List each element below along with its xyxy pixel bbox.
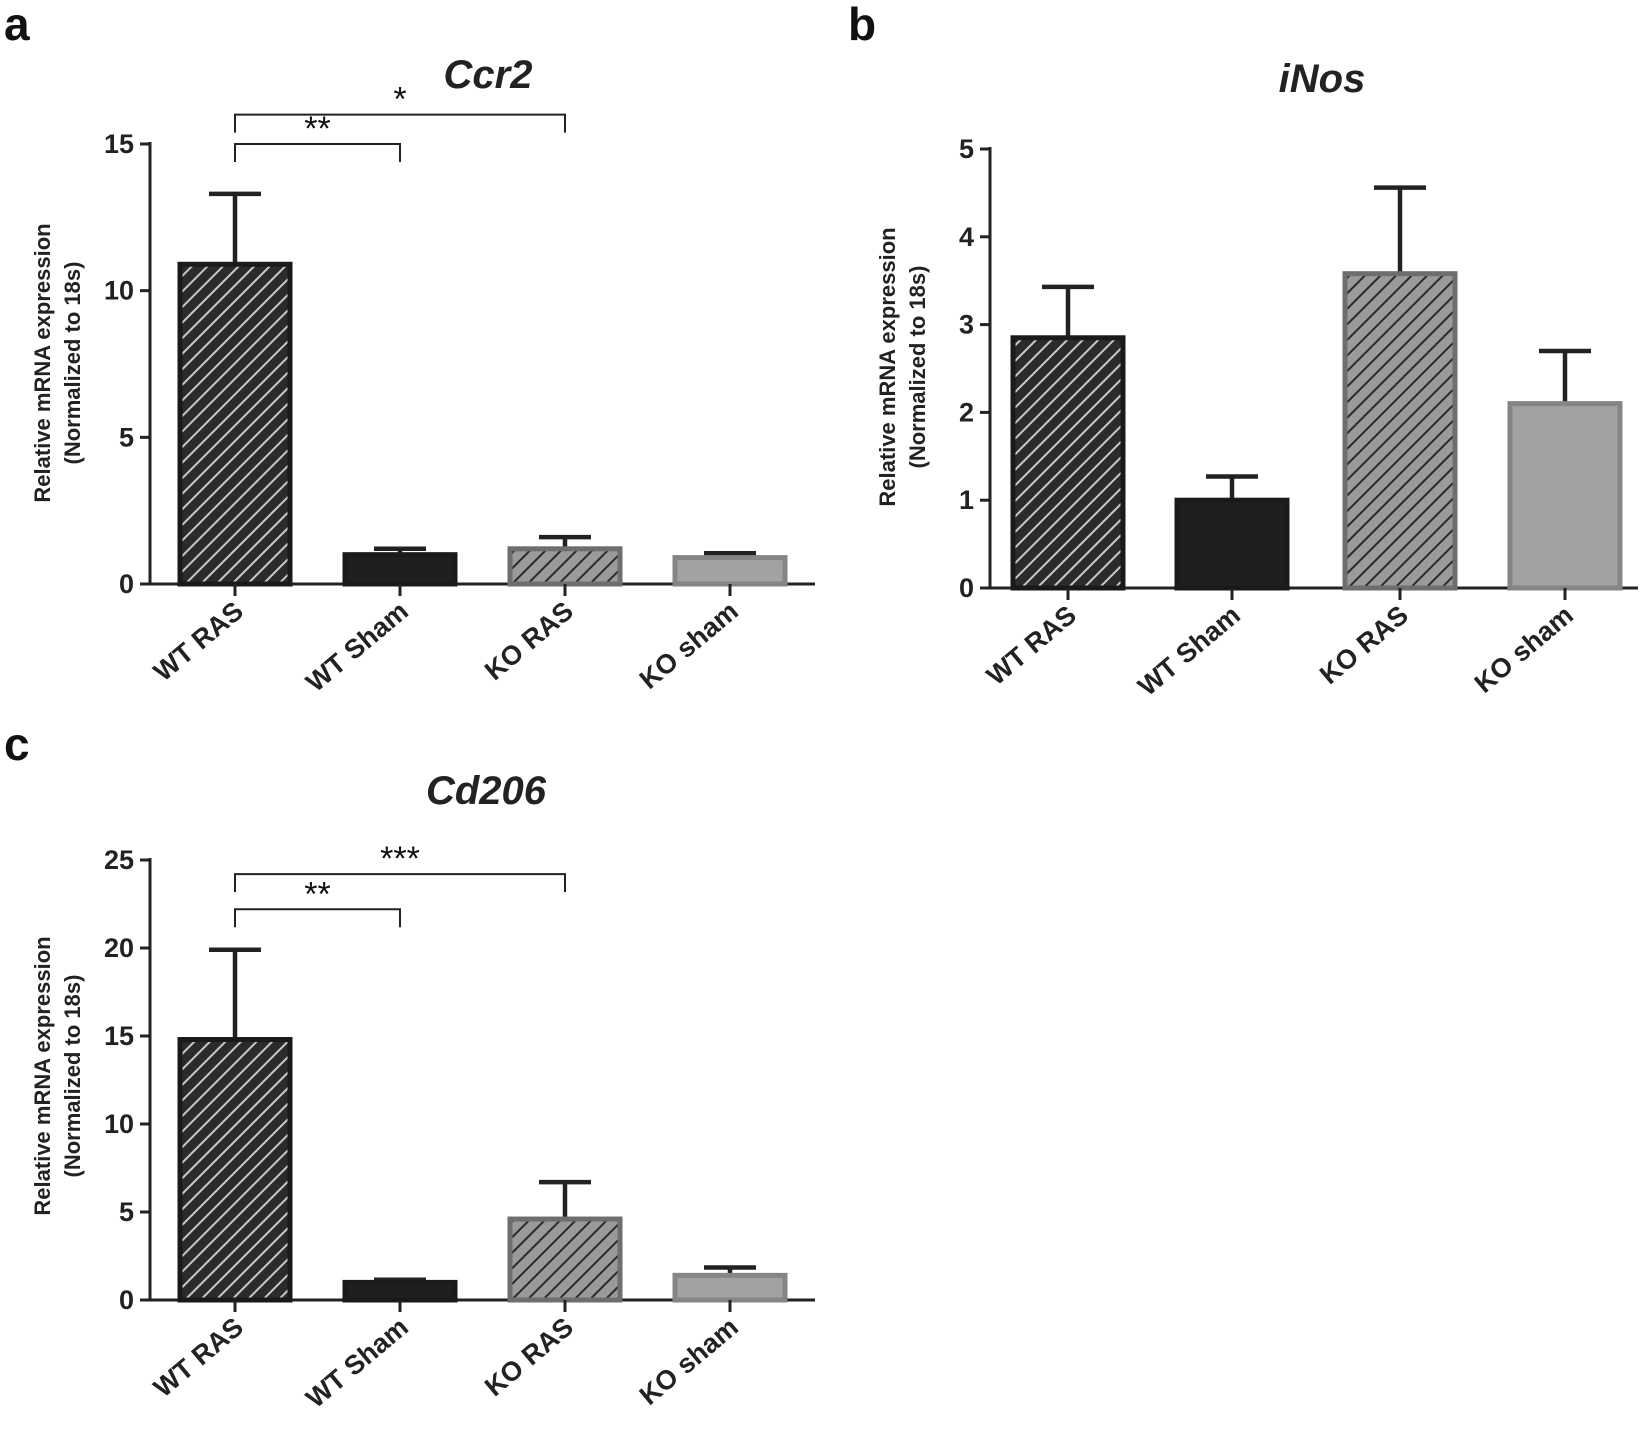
panel-letter-b: b — [848, 0, 876, 50]
y-tick-label: 0 — [119, 1285, 134, 1315]
bar-wt-ras — [177, 261, 293, 587]
bar-wt-sham — [342, 1279, 458, 1303]
significance-bracket — [234, 143, 401, 162]
y-tick-label: 5 — [119, 422, 134, 452]
significance-label: ** — [304, 875, 330, 913]
bar-ko-ras — [507, 1216, 623, 1303]
y-axis-label-line1: Relative mRNA expression — [875, 227, 900, 506]
significance-bracket — [234, 873, 566, 893]
category-label-ko-ras: KO RAS — [479, 596, 579, 686]
y-tick-label: 10 — [104, 276, 134, 306]
bar-ko-ras — [507, 546, 623, 587]
chart-title-ccr2: Ccr2 — [444, 53, 533, 97]
category-label-ko-sham: KO sham — [634, 1312, 744, 1411]
category-label-ko-sham: KO sham — [1469, 600, 1579, 699]
bar-ko-ras — [1342, 271, 1458, 591]
y-tick-label: 15 — [104, 129, 134, 159]
significance-bracket — [234, 908, 401, 928]
y-tick-label: 3 — [959, 310, 974, 340]
y-tick-label: 5 — [959, 134, 974, 164]
category-label-ko-sham: KO sham — [634, 596, 744, 695]
y-tick-label: 0 — [119, 569, 134, 599]
panel-letter-c: c — [4, 718, 30, 770]
panel-a: a Ccr2 Relative mRNA expression (Normali… — [4, 0, 815, 698]
category-label-ko-ras: KO RAS — [479, 1312, 579, 1402]
y-tick-label: 4 — [959, 222, 974, 252]
panel-c: c Cd206 Relative mRNA expression (Normal… — [4, 718, 815, 1414]
chart-inos: 0 1 2 3 4 5 WT RAS WT Sham KO RAS KO sham — [959, 134, 1638, 702]
bar-wt-sham — [1174, 497, 1290, 591]
significance-label: ** — [304, 110, 330, 148]
significance-label: * — [393, 81, 406, 119]
category-label-wt-sham: WT Sham — [1132, 600, 1246, 702]
y-tick-label: 2 — [959, 397, 974, 427]
chart-title-cd206: Cd206 — [426, 769, 547, 813]
y-tick-label: 5 — [119, 1197, 134, 1227]
y-tick-label: 25 — [104, 845, 134, 875]
category-label-ko-ras: KO RAS — [1314, 600, 1414, 690]
bar-ko-sham — [1507, 401, 1623, 591]
bar-wt-sham — [342, 552, 458, 587]
panel-b: b iNos Relative mRNA expression (Normali… — [848, 0, 1638, 702]
y-tick-label: 20 — [104, 933, 134, 963]
category-label-wt-ras: WT RAS — [981, 600, 1082, 691]
category-label-wt-sham: WT Sham — [300, 596, 414, 698]
y-axis-label-line1: Relative mRNA expression — [30, 223, 55, 502]
category-label-wt-ras: WT RAS — [148, 1312, 249, 1403]
bar-wt-ras — [1010, 335, 1126, 591]
significance-label: *** — [380, 840, 420, 878]
chart-title-inos: iNos — [1279, 57, 1366, 101]
y-tick-label: 1 — [959, 485, 974, 515]
y-tick-label: 15 — [104, 1021, 134, 1051]
y-axis-label-line2: (Normalized to 18s) — [60, 975, 85, 1178]
y-axis-label-line2: (Normalized to 18s) — [905, 266, 930, 469]
panel-letter-a: a — [4, 0, 30, 50]
y-axis-label-line1: Relative mRNA expression — [30, 936, 55, 1215]
significance-bracket — [234, 113, 566, 133]
y-tick-label: 10 — [104, 1109, 134, 1139]
category-label-wt-sham: WT Sham — [300, 1312, 414, 1414]
bar-ko-sham — [672, 555, 788, 587]
y-axis-label-line2: (Normalized to 18s) — [60, 262, 85, 465]
y-tick-label: 0 — [959, 573, 974, 603]
bar-wt-ras — [177, 1037, 293, 1303]
category-label-wt-ras: WT RAS — [148, 596, 249, 687]
bar-ko-sham — [672, 1272, 788, 1303]
